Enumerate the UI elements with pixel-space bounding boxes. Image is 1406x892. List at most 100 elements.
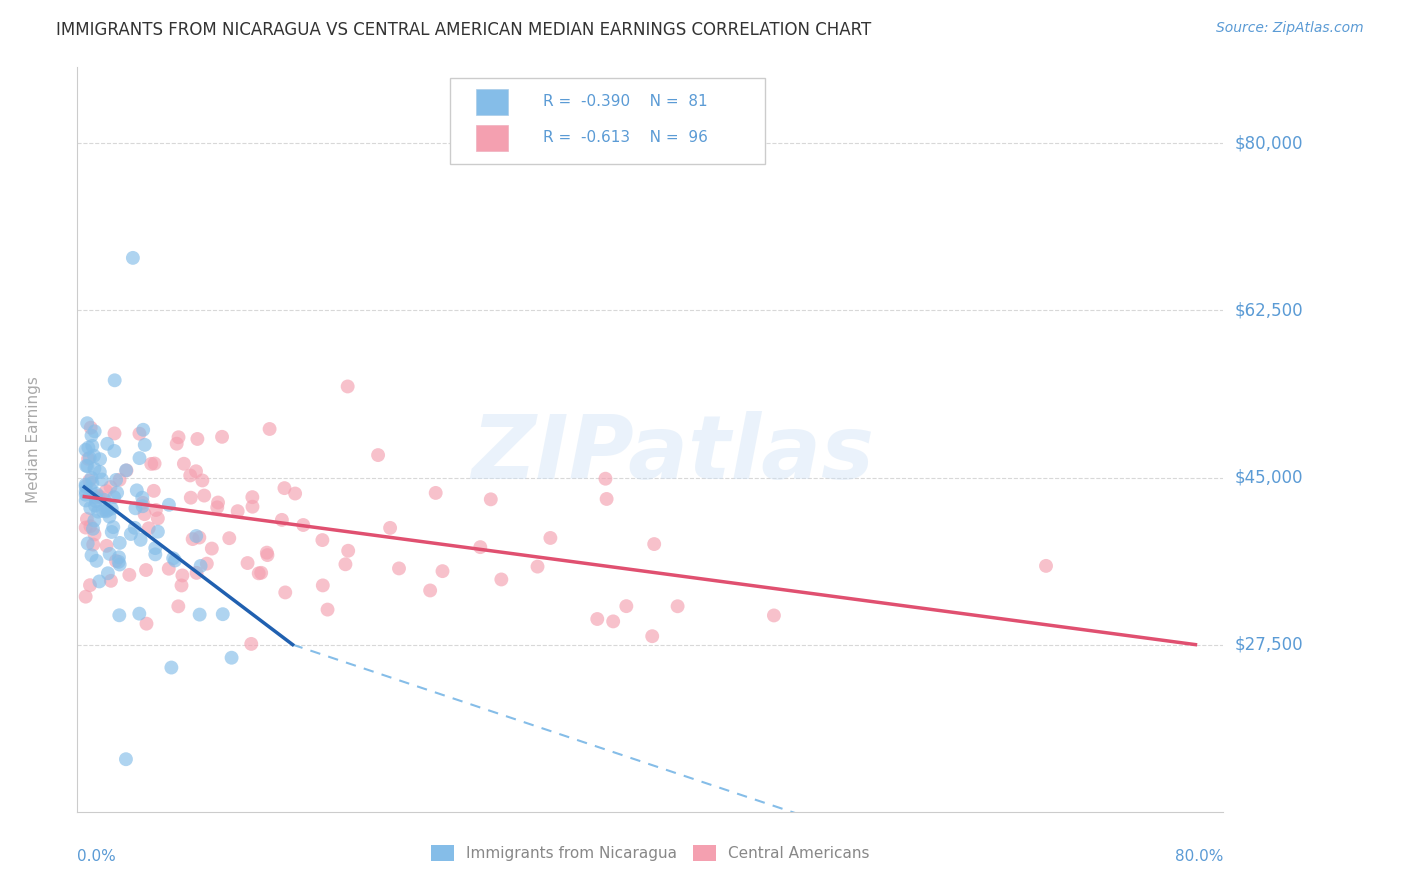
Point: [103, 444, 125, 458]
Point: [122, 251, 145, 265]
Point: [83, 462, 105, 476]
Point: [75, 458, 97, 473]
Point: [170, 578, 193, 592]
Point: [86, 554, 108, 568]
Point: [602, 615, 624, 629]
Point: [124, 521, 146, 535]
Point: [76, 459, 98, 474]
Text: R =  -0.390    N =  81: R = -0.390 N = 81: [543, 95, 707, 110]
Point: [96, 437, 118, 451]
Point: [221, 650, 243, 665]
Point: [108, 550, 131, 565]
Point: [614, 599, 637, 614]
Point: [160, 660, 183, 674]
Point: [96, 539, 118, 553]
Point: [146, 511, 169, 525]
Point: [115, 463, 138, 477]
Point: [142, 483, 165, 498]
Point: [89, 465, 111, 479]
Point: [131, 500, 153, 514]
Point: [167, 599, 190, 614]
Point: [75, 590, 97, 604]
Point: [118, 567, 141, 582]
Point: [425, 486, 447, 500]
Text: IMMIGRANTS FROM NICARAGUA VS CENTRAL AMERICAN MEDIAN EARNINGS CORRELATION CHART: IMMIGRANTS FROM NICARAGUA VS CENTRAL AME…: [56, 21, 872, 39]
Text: $62,500: $62,500: [1234, 301, 1303, 319]
Point: [538, 531, 561, 545]
Point: [586, 612, 609, 626]
Point: [75, 477, 97, 491]
Point: [96, 504, 118, 518]
Point: [76, 416, 98, 430]
Point: [89, 574, 111, 589]
Point: [218, 531, 240, 545]
Point: [141, 457, 163, 471]
Point: [100, 574, 122, 588]
Point: [84, 494, 107, 508]
Point: [75, 442, 97, 457]
Point: [526, 559, 548, 574]
Point: [108, 608, 131, 623]
Point: [247, 566, 270, 581]
Point: [211, 607, 233, 622]
Point: [336, 379, 359, 393]
Point: [641, 629, 664, 643]
Point: [77, 441, 100, 455]
Bar: [477, 89, 508, 115]
Text: R =  -0.613    N =  96: R = -0.613 N = 96: [543, 130, 707, 145]
Point: [595, 491, 617, 506]
Point: [762, 608, 785, 623]
Point: [256, 548, 278, 562]
Legend: Immigrants from Nicaragua, Central Americans: Immigrants from Nicaragua, Central Ameri…: [425, 839, 876, 867]
Point: [256, 546, 278, 560]
Point: [311, 533, 333, 547]
Point: [131, 491, 153, 505]
Point: [87, 505, 110, 519]
Point: [190, 558, 212, 573]
Point: [75, 520, 97, 534]
Point: [193, 489, 215, 503]
Point: [207, 500, 229, 515]
Point: [167, 430, 190, 444]
Point: [105, 473, 128, 487]
Point: [132, 496, 155, 510]
Point: [274, 585, 297, 599]
Point: [103, 520, 125, 534]
Point: [128, 607, 150, 621]
Point: [666, 599, 689, 614]
Point: [181, 532, 204, 546]
Point: [134, 438, 156, 452]
Point: [80, 420, 103, 434]
Point: [388, 561, 411, 575]
Point: [107, 555, 129, 569]
Point: [105, 485, 128, 500]
Point: [75, 479, 97, 493]
Point: [157, 498, 180, 512]
Point: [79, 482, 101, 496]
Point: [236, 556, 259, 570]
Point: [103, 426, 125, 441]
Point: [316, 602, 339, 616]
Point: [76, 512, 98, 526]
Point: [129, 533, 152, 547]
Point: [83, 527, 105, 541]
Text: $80,000: $80,000: [1234, 135, 1303, 153]
Point: [108, 558, 131, 572]
Point: [75, 484, 97, 499]
Point: [135, 563, 157, 577]
Point: [125, 483, 148, 498]
Point: [77, 451, 100, 466]
Point: [115, 463, 138, 477]
Point: [80, 549, 103, 563]
Point: [124, 501, 146, 516]
Point: [432, 564, 454, 578]
Point: [120, 527, 142, 541]
Point: [98, 509, 121, 524]
Point: [270, 513, 292, 527]
Point: [143, 547, 166, 561]
Point: [100, 501, 122, 516]
Point: [83, 513, 105, 527]
Point: [643, 537, 665, 551]
Point: [470, 540, 492, 554]
Point: [491, 573, 513, 587]
